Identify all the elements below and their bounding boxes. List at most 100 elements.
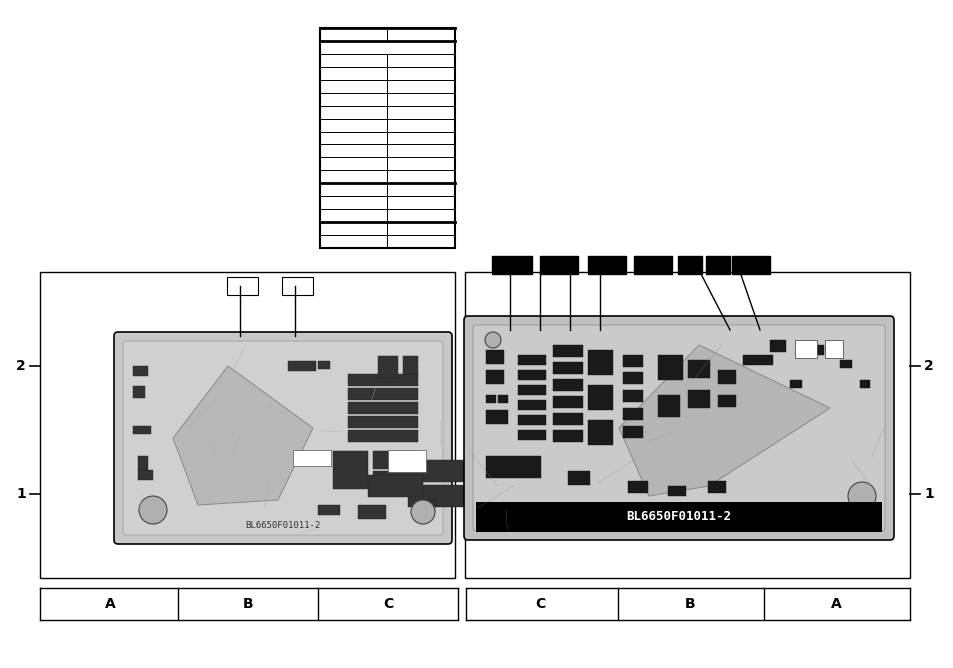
Bar bbox=[227, 277, 257, 295]
Bar bbox=[357, 505, 386, 519]
Bar bbox=[402, 356, 417, 374]
Bar bbox=[809, 345, 823, 355]
Bar bbox=[408, 485, 488, 507]
Bar bbox=[317, 361, 330, 369]
Bar bbox=[497, 395, 507, 403]
Bar bbox=[658, 355, 682, 380]
Text: B: B bbox=[684, 597, 695, 611]
Bar bbox=[667, 486, 685, 496]
Bar bbox=[422, 500, 435, 512]
FancyBboxPatch shape bbox=[473, 325, 884, 531]
Bar bbox=[476, 502, 882, 532]
Bar bbox=[587, 420, 613, 445]
Bar bbox=[373, 471, 417, 489]
Bar bbox=[282, 277, 313, 295]
Bar bbox=[553, 345, 582, 357]
Bar bbox=[492, 256, 532, 274]
Bar bbox=[517, 385, 545, 395]
Bar bbox=[622, 390, 642, 402]
Bar bbox=[485, 350, 503, 364]
Bar bbox=[769, 340, 785, 352]
Polygon shape bbox=[618, 345, 829, 496]
Bar bbox=[132, 386, 145, 398]
Bar bbox=[517, 400, 545, 410]
Bar bbox=[293, 450, 331, 466]
Bar bbox=[539, 256, 578, 274]
Bar bbox=[138, 470, 152, 480]
Bar bbox=[634, 256, 671, 274]
Bar bbox=[789, 380, 801, 388]
Bar bbox=[132, 366, 148, 376]
Bar bbox=[317, 505, 339, 515]
Bar bbox=[485, 456, 540, 478]
Text: A: A bbox=[830, 597, 841, 611]
Bar bbox=[368, 475, 422, 497]
Text: C: C bbox=[382, 597, 393, 611]
Bar bbox=[742, 355, 772, 365]
Text: 2: 2 bbox=[16, 359, 26, 373]
FancyBboxPatch shape bbox=[463, 316, 893, 540]
Bar bbox=[373, 451, 417, 469]
Bar bbox=[658, 395, 679, 417]
Bar bbox=[553, 413, 582, 425]
Text: B: B bbox=[242, 597, 253, 611]
Bar bbox=[622, 372, 642, 384]
Polygon shape bbox=[172, 366, 313, 505]
Circle shape bbox=[484, 332, 500, 348]
Circle shape bbox=[411, 500, 435, 524]
Text: 2: 2 bbox=[923, 359, 933, 373]
Text: 1: 1 bbox=[16, 487, 26, 501]
Bar bbox=[705, 256, 729, 274]
Circle shape bbox=[847, 482, 875, 510]
Bar bbox=[731, 256, 769, 274]
Bar bbox=[587, 350, 613, 375]
Bar bbox=[622, 408, 642, 420]
Bar bbox=[859, 380, 869, 388]
Bar bbox=[348, 374, 417, 386]
Bar bbox=[517, 370, 545, 380]
FancyBboxPatch shape bbox=[113, 332, 452, 544]
Bar bbox=[348, 402, 417, 414]
Bar bbox=[40, 272, 455, 578]
Bar bbox=[348, 388, 417, 400]
Bar bbox=[553, 396, 582, 408]
Text: BL6650F01011-2: BL6650F01011-2 bbox=[626, 510, 731, 524]
Bar bbox=[348, 416, 417, 428]
Bar bbox=[707, 481, 725, 493]
Text: A: A bbox=[105, 597, 115, 611]
Bar bbox=[553, 362, 582, 374]
FancyBboxPatch shape bbox=[123, 341, 442, 535]
Bar bbox=[485, 370, 503, 384]
Bar bbox=[485, 410, 507, 424]
Bar bbox=[132, 426, 151, 434]
Bar bbox=[567, 471, 589, 485]
Bar bbox=[553, 379, 582, 391]
Bar bbox=[464, 272, 909, 578]
Bar bbox=[517, 430, 545, 440]
Bar bbox=[333, 451, 368, 489]
Bar bbox=[678, 256, 701, 274]
Bar bbox=[718, 370, 735, 384]
Text: C: C bbox=[535, 597, 544, 611]
Bar bbox=[622, 426, 642, 438]
Bar bbox=[348, 430, 417, 442]
Bar bbox=[627, 481, 647, 493]
Bar bbox=[687, 390, 709, 408]
Bar bbox=[485, 395, 496, 403]
Bar bbox=[517, 415, 545, 425]
Bar bbox=[824, 340, 842, 358]
Bar bbox=[840, 360, 851, 368]
Bar bbox=[622, 355, 642, 367]
Bar bbox=[718, 395, 735, 407]
Bar bbox=[138, 456, 148, 470]
Bar bbox=[388, 450, 426, 472]
Text: BL6650F01011-2: BL6650F01011-2 bbox=[245, 522, 320, 530]
Bar bbox=[553, 430, 582, 442]
Bar bbox=[288, 361, 315, 371]
Bar bbox=[587, 256, 625, 274]
Bar bbox=[587, 385, 613, 410]
Bar bbox=[687, 360, 709, 378]
Circle shape bbox=[139, 496, 167, 524]
Bar bbox=[408, 460, 488, 482]
Bar bbox=[794, 340, 816, 358]
